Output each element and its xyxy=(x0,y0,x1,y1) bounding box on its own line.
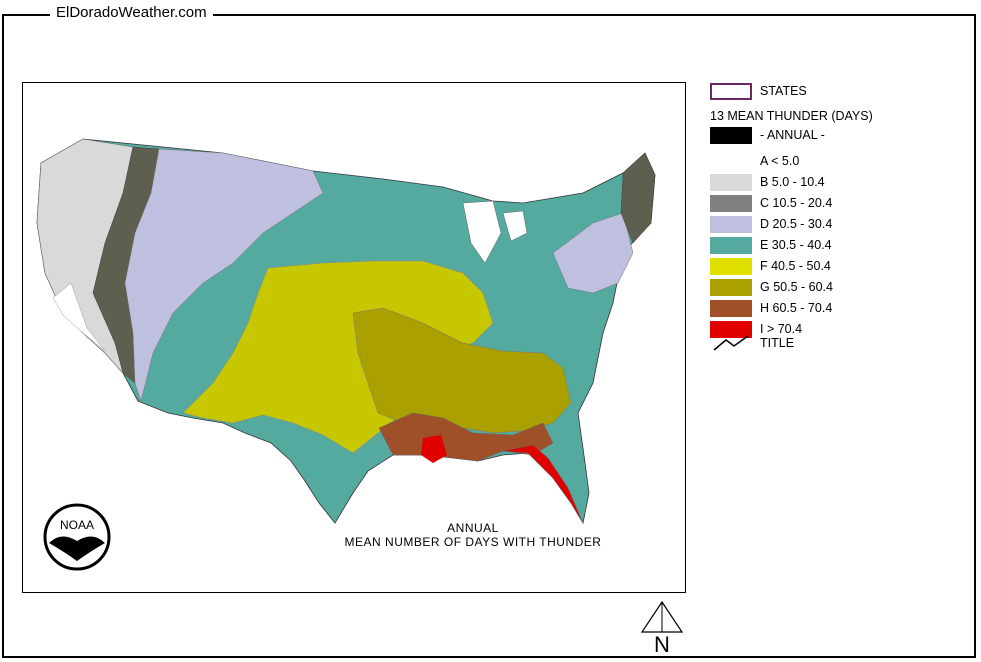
region-northeast xyxy=(552,212,634,294)
legend-label-c: C 10.5 - 20.4 xyxy=(760,196,833,210)
legend-label-e: E 30.5 - 40.4 xyxy=(760,238,832,252)
legend-swatch-c xyxy=(710,195,752,212)
legend-label-f: F 40.5 - 50.4 xyxy=(760,259,831,273)
legend-class-i: I > 70.4 xyxy=(710,320,950,338)
legend-class-e: E 30.5 - 40.4 xyxy=(710,236,950,254)
legend-class-c: C 10.5 - 20.4 xyxy=(710,194,950,212)
legend-title-row: TITLE xyxy=(710,334,950,352)
region-intermountain-west xyxy=(124,148,324,402)
caption-line-2: MEAN NUMBER OF DAYS WITH THUNDER xyxy=(344,535,602,549)
legend-class-b: B 5.0 - 10.4 xyxy=(710,173,950,191)
legend-label-d: D 20.5 - 30.4 xyxy=(760,217,833,231)
north-label: N xyxy=(654,632,670,657)
legend-label-a: A < 5.0 xyxy=(760,154,800,168)
legend-heading: 13 MEAN THUNDER (DAYS) xyxy=(710,109,873,123)
legend-swatch-h xyxy=(710,300,752,317)
legend-label-h: H 60.5 - 70.4 xyxy=(760,301,833,315)
outer-frame xyxy=(2,14,976,658)
noaa-logo: NOAA xyxy=(43,503,111,571)
annual-swatch xyxy=(710,127,752,144)
legend-swatch-b xyxy=(710,174,752,191)
legend-swatch-f xyxy=(710,258,752,275)
states-swatch xyxy=(710,83,752,100)
legend-swatch-i xyxy=(710,321,752,338)
legend-states-row: STATES xyxy=(710,82,950,100)
legend-swatch-a xyxy=(710,153,752,170)
legend-annual-label: - ANNUAL - xyxy=(760,128,825,142)
title-line-icon xyxy=(713,335,749,351)
legend-swatch-e xyxy=(710,237,752,254)
region-new-england-north xyxy=(620,152,656,244)
region-florida xyxy=(502,444,584,524)
great-lakes-water xyxy=(462,200,502,264)
us-map xyxy=(36,138,656,525)
great-lakes-water-2 xyxy=(502,210,528,242)
legend-title-label: TITLE xyxy=(760,336,795,350)
legend-annual-row: - ANNUAL - xyxy=(710,126,950,144)
noaa-logo-text: NOAA xyxy=(60,518,94,532)
legend-states-label: STATES xyxy=(760,84,807,98)
north-arrow-icon: N xyxy=(640,600,684,657)
legend-class-f: F 40.5 - 50.4 xyxy=(710,257,950,275)
map-frame: ANNUAL MEAN NUMBER OF DAYS WITH THUNDER … xyxy=(22,82,686,593)
legend-class-g: G 50.5 - 60.4 xyxy=(710,278,950,296)
legend-swatch-g xyxy=(710,279,752,296)
region-central-plains xyxy=(182,260,494,454)
legend-label-i: I > 70.4 xyxy=(760,322,803,336)
legend-label-b: B 5.0 - 10.4 xyxy=(760,175,825,189)
legend-class-h: H 60.5 - 70.4 xyxy=(710,299,950,317)
legend-class-d: D 20.5 - 30.4 xyxy=(710,215,950,233)
region-gulf-red-spot xyxy=(421,435,447,463)
legend-label-g: G 50.5 - 60.4 xyxy=(760,280,833,294)
caption-line-1: ANNUAL xyxy=(447,521,499,535)
site-title: ElDoradoWeather.com xyxy=(50,4,213,22)
legend-swatch-d xyxy=(710,216,752,233)
region-california-coast xyxy=(52,282,106,352)
map-caption: ANNUAL MEAN NUMBER OF DAYS WITH THUNDER xyxy=(323,521,623,549)
legend-class-a: A < 5.0 xyxy=(710,152,950,170)
